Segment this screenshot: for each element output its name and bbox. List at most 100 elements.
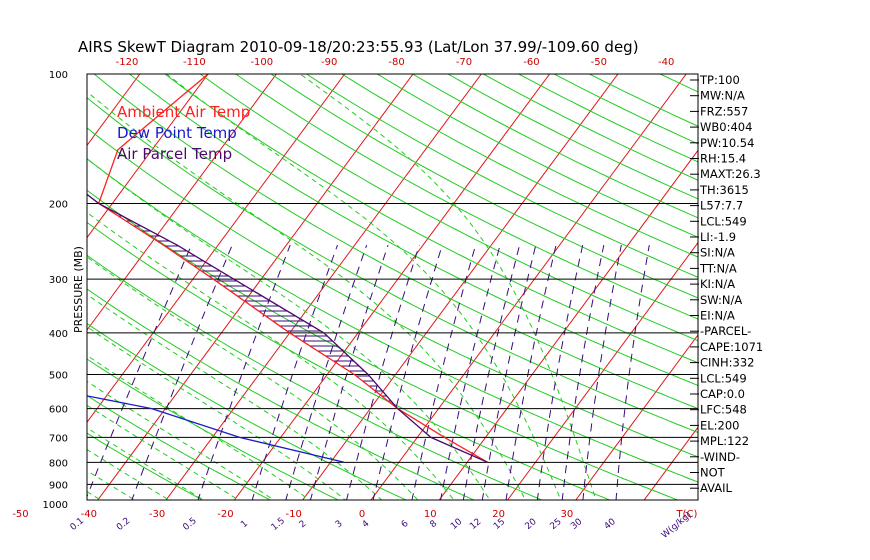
stat-item: LI:-1.9 bbox=[700, 230, 736, 244]
bottom-temp-tick-label: 0 bbox=[359, 509, 365, 520]
bottom-temp-tick-label: -10 bbox=[286, 509, 302, 520]
moist-adiabat-line bbox=[165, 74, 562, 500]
mixing-ratio-line bbox=[251, 244, 338, 500]
stat-item: AVAIL bbox=[700, 481, 733, 495]
mixing-ratio-line bbox=[285, 244, 368, 500]
pressure-tick-label: 200 bbox=[49, 199, 68, 210]
isotherm-line bbox=[87, 74, 141, 147]
moist-adiabat-line bbox=[87, 490, 102, 500]
stat-item: MPL:122 bbox=[700, 434, 749, 448]
stat-item: L57:7.7 bbox=[700, 199, 743, 213]
dry-adiabat-line bbox=[129, 74, 698, 386]
dry-adiabat-line bbox=[87, 127, 698, 458]
top-temp-tick-label: -60 bbox=[523, 57, 539, 68]
pressure-tick-label: 600 bbox=[49, 405, 68, 416]
stat-item: TP:100 bbox=[699, 73, 740, 87]
stat-item: LCL:549 bbox=[700, 214, 747, 228]
moist-adiabat-line bbox=[299, 74, 597, 500]
isotherm-line bbox=[87, 74, 278, 331]
bottom-temp-tick-label: -50 bbox=[12, 509, 28, 520]
mixing-ratio-line bbox=[309, 244, 389, 500]
mixing-ratio-line bbox=[536, 244, 584, 500]
moist-adiabat-line bbox=[87, 157, 491, 500]
mixing-ratio-line bbox=[481, 244, 537, 500]
top-temp-tick-label: -80 bbox=[388, 57, 404, 68]
stat-item: SI:N/A bbox=[700, 246, 735, 260]
dry-adiabat-line bbox=[87, 189, 680, 500]
legend: Ambient Air Temp Dew Point Temp Air Parc… bbox=[117, 103, 250, 163]
mixing-ratio-line bbox=[87, 244, 192, 498]
y-axis-label: PRESSURE (MB) bbox=[72, 246, 85, 333]
bottom-temp-unit: T(C) bbox=[676, 509, 698, 520]
mixing-ratio-tick-label: 1 bbox=[239, 519, 250, 530]
isotherm-line bbox=[370, 74, 687, 500]
top-temp-tick-label: -100 bbox=[250, 57, 273, 68]
pressure-tick-label: 1000 bbox=[43, 500, 68, 511]
plot-frame bbox=[86, 73, 699, 501]
mixing-ratio-line bbox=[505, 244, 557, 500]
dry-adiabat-line bbox=[200, 74, 698, 342]
stat-item: TT:N/A bbox=[699, 261, 737, 275]
isotherm-line bbox=[87, 74, 209, 239]
top-temp-tick-label: -40 bbox=[658, 57, 674, 68]
mixing-ratio-line bbox=[462, 244, 521, 500]
stat-item: RH:15.4 bbox=[700, 152, 746, 166]
bottom-temp-tick-label: -20 bbox=[217, 509, 233, 520]
dry-adiabat-line bbox=[87, 97, 698, 433]
moist-adiabat-line bbox=[87, 293, 383, 500]
mixing-ratio-tick-label: 12 bbox=[468, 517, 483, 532]
bottom-temp-tick-label: 30 bbox=[561, 509, 574, 520]
dry-adiabat-line bbox=[93, 74, 698, 410]
isotherm-line bbox=[0, 54, 18, 515]
stat-item: CAP:0.0 bbox=[700, 387, 745, 401]
mixing-ratio-line bbox=[131, 244, 233, 500]
dry-adiabat-line bbox=[376, 74, 698, 238]
legend-dew-point-temp: Dew Point Temp bbox=[117, 124, 237, 142]
isotherm-line bbox=[302, 74, 619, 500]
mixing-ratio-tick-label: 0.5 bbox=[181, 516, 198, 533]
bottom-temp-tick-label: -40 bbox=[81, 509, 97, 520]
isotherm-line bbox=[643, 426, 698, 500]
mixing-ratio-tick-label: 3 bbox=[334, 519, 345, 530]
stat-item: EI:N/A bbox=[700, 309, 735, 323]
dry-adiabat-line bbox=[87, 221, 612, 500]
dry-adiabat-line bbox=[802, 74, 870, 515]
mixing-ratio-line bbox=[440, 244, 501, 500]
isotherm-line bbox=[438, 149, 698, 500]
stat-item: SW:N/A bbox=[700, 293, 742, 307]
mixing-ratio-tick-label: 0.2 bbox=[115, 516, 132, 533]
pressure-tick-label: 700 bbox=[49, 433, 68, 444]
top-temp-tick-label: -70 bbox=[456, 57, 472, 68]
moist-adiabat-line bbox=[87, 211, 455, 500]
bottom-temp-tick-label: -30 bbox=[149, 509, 165, 520]
pressure-tick-label: 400 bbox=[49, 329, 68, 340]
cape-shading bbox=[102, 205, 396, 407]
profile-lines bbox=[87, 74, 488, 463]
stat-item: MAXT:26.3 bbox=[700, 167, 761, 181]
pressure-tick-label: 500 bbox=[49, 371, 68, 382]
stat-item: -PARCEL- bbox=[700, 324, 751, 338]
stat-item: WB0:404 bbox=[700, 120, 752, 134]
stat-item: EL:200 bbox=[700, 418, 740, 432]
stat-item: LFC:548 bbox=[700, 403, 747, 417]
bottom-temp-tick-label: 10 bbox=[424, 509, 437, 520]
stat-item: CAPE:1071 bbox=[700, 340, 763, 354]
mixing-ratio-tick-label: 20 bbox=[524, 517, 539, 532]
chart-title: AIRS SkewT Diagram 2010-09-18/20:23:55.9… bbox=[78, 38, 639, 56]
dry-adiabat-line bbox=[447, 74, 698, 200]
mixing-ratio-tick-label: 40 bbox=[603, 517, 618, 532]
dry-adiabat-line bbox=[235, 74, 698, 320]
mixing-ratio-line bbox=[582, 245, 622, 500]
top-temp-tick-label: -90 bbox=[321, 57, 337, 68]
pressure-tick-label: 300 bbox=[49, 275, 68, 286]
stat-item: MW:N/A bbox=[700, 89, 745, 103]
moist-adiabat-line bbox=[87, 91, 526, 500]
mixing-ratio-line bbox=[372, 244, 443, 500]
stat-item: -WIND- bbox=[700, 450, 740, 464]
dry-adiabat-line bbox=[306, 74, 698, 278]
stat-item: FRZ:557 bbox=[700, 104, 748, 118]
dry-adiabat-line bbox=[87, 158, 698, 483]
isotherm-line bbox=[97, 74, 414, 500]
